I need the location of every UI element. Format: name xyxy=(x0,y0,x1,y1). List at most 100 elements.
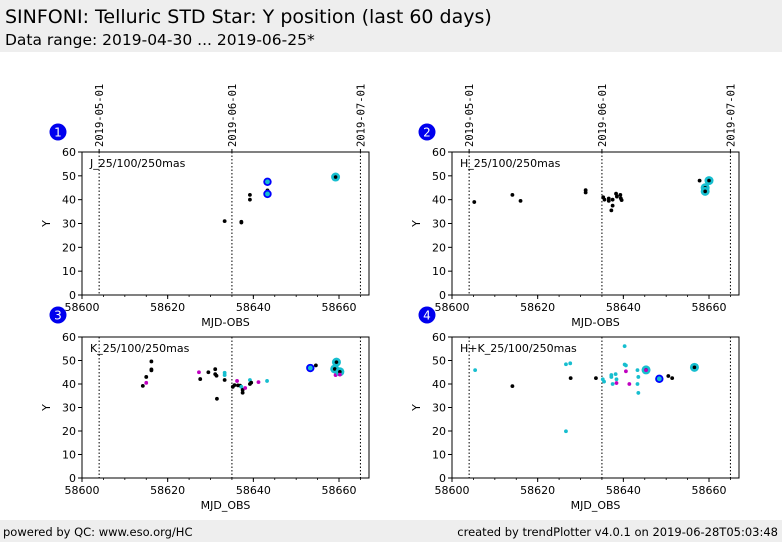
data-point xyxy=(206,370,211,375)
x-tick-label: 58600 xyxy=(65,484,100,497)
data-point xyxy=(232,383,237,388)
data-point xyxy=(243,386,248,390)
y-tick-label: 50 xyxy=(62,170,76,183)
y-tick-label: 20 xyxy=(432,425,446,438)
data-point xyxy=(692,365,697,370)
data-point xyxy=(337,372,342,377)
panel-number: 1 xyxy=(54,126,62,140)
data-point xyxy=(564,362,568,367)
y-axis-label: Y xyxy=(40,220,53,228)
data-point xyxy=(239,220,244,225)
x-axis-label: MJD_OBS xyxy=(201,499,251,512)
axes-frame xyxy=(451,336,740,479)
y-tick-label: 30 xyxy=(432,402,446,415)
x-tick-label: 58620 xyxy=(150,301,185,314)
data-point xyxy=(618,193,623,197)
data-point xyxy=(707,178,711,183)
x-axis-label: MJD-OBS xyxy=(201,316,249,329)
chart-panel-4: 58600 58620 58640 58660 0 10 20 30 40 50 60 MJD_OBS… xyxy=(410,306,740,512)
data-point xyxy=(568,361,573,366)
data-point xyxy=(214,373,219,378)
x-tick-label: 58660 xyxy=(692,484,727,497)
data-point xyxy=(256,380,261,385)
data-point xyxy=(248,197,252,202)
date-tick-label: 2019-07-01 xyxy=(355,84,367,147)
data-point xyxy=(613,372,618,377)
x-axis-label: MJD-OBS xyxy=(571,316,619,329)
panel-number-badge xyxy=(418,306,436,324)
data-point xyxy=(619,198,624,203)
y-tick-label: 50 xyxy=(432,355,446,368)
data-point xyxy=(473,368,478,373)
y-tick-label: 60 xyxy=(62,331,76,344)
data-point xyxy=(610,203,615,208)
data-point xyxy=(472,200,477,204)
data-point xyxy=(140,383,145,388)
mode-label: J_25/100/250mas xyxy=(89,157,186,170)
y-tick-label: 40 xyxy=(432,194,446,207)
data-point xyxy=(222,373,227,377)
data-point xyxy=(636,375,641,379)
data-point xyxy=(656,376,662,382)
data-point xyxy=(602,379,606,384)
y-tick-label: 20 xyxy=(62,241,76,254)
data-point xyxy=(510,384,515,389)
mode-label: H_25/100/250mas xyxy=(460,157,561,170)
y-tick-label: 20 xyxy=(432,241,446,254)
data-point xyxy=(624,363,628,368)
y-tick-label: 50 xyxy=(62,355,76,368)
y-tick-label: 40 xyxy=(62,194,76,207)
x-tick-label: 58660 xyxy=(322,484,357,497)
data-point xyxy=(313,363,318,368)
data-point xyxy=(606,198,611,203)
x-tick-label: 58600 xyxy=(435,301,470,314)
x-tick-label: 58660 xyxy=(322,301,357,314)
data-point xyxy=(518,198,523,203)
date-tick-label: 2019-06-01 xyxy=(597,84,609,147)
footer: powered by QC: www.eso.org/HC created by… xyxy=(0,520,782,542)
data-point xyxy=(615,194,619,199)
x-tick-label: 58620 xyxy=(520,484,555,497)
data-point xyxy=(149,359,154,364)
data-point xyxy=(697,178,702,183)
y-tick-label: 60 xyxy=(62,146,76,159)
data-point xyxy=(614,381,619,385)
data-point xyxy=(265,179,270,185)
data-point xyxy=(703,189,707,194)
y-tick-label: 40 xyxy=(62,378,76,391)
panel-number-badge xyxy=(418,123,436,141)
y-tick-label: 40 xyxy=(432,378,446,391)
data-point xyxy=(239,384,244,389)
axes-frame xyxy=(451,151,740,296)
chart-panel-3: 58600 58620 58640 58660 0 10 20 30 40 50 60 MJD_OBS… xyxy=(40,306,370,512)
data-point xyxy=(609,375,614,379)
panel-number: 3 xyxy=(54,309,62,323)
x-tick-label: 58600 xyxy=(435,484,470,497)
data-point xyxy=(334,360,339,364)
data-point xyxy=(635,368,640,373)
data-point xyxy=(568,376,573,381)
data-point xyxy=(307,365,313,371)
panel-number: 2 xyxy=(423,126,431,140)
data-point xyxy=(609,208,614,213)
data-point xyxy=(248,193,252,197)
y-axis-label: Y xyxy=(410,404,423,412)
data-point xyxy=(265,379,269,383)
data-point xyxy=(332,367,337,371)
data-point xyxy=(610,197,615,202)
date-tick-label: 2019-06-01 xyxy=(227,84,239,147)
data-point xyxy=(197,370,201,375)
axes-frame xyxy=(81,151,370,296)
data-range-subtitle: Data range: 2019-04-30 ... 2019-06-25* xyxy=(5,31,315,49)
y-tick-label: 0 xyxy=(439,472,446,485)
data-point xyxy=(265,191,270,197)
y-tick-label: 0 xyxy=(69,289,76,302)
data-point xyxy=(510,193,515,197)
data-point xyxy=(610,382,615,386)
data-point xyxy=(149,368,154,373)
x-tick-label: 58640 xyxy=(236,301,271,314)
data-point xyxy=(215,396,219,401)
y-axis-label: Y xyxy=(410,220,423,228)
chart-panel-1: 2019-05-01 2019-06-01 2019-07-01 58600 58620… xyxy=(40,84,370,329)
